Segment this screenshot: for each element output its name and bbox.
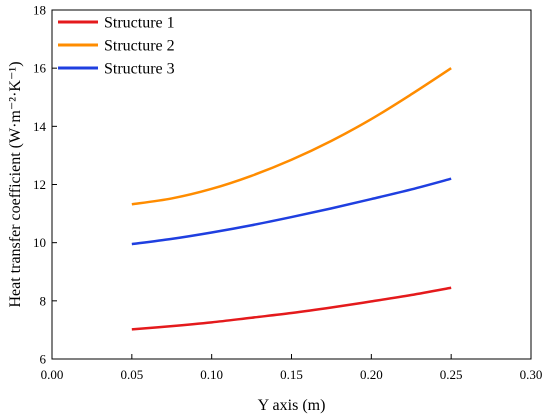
x-tick-label: 0.25 — [440, 367, 463, 382]
x-tick-label: 0.15 — [280, 367, 303, 382]
legend: Structure 1 Structure 2 Structure 3 — [58, 15, 175, 78]
y-tick-label: 6 — [40, 352, 47, 367]
series-line-structure-1 — [131, 286, 452, 331]
x-tick-label: 0.10 — [200, 367, 223, 382]
y-tick-label: 10 — [33, 235, 46, 250]
y-tick-label: 12 — [33, 177, 46, 192]
y-tick-label: 18 — [33, 3, 46, 18]
x-tick-label: 0.30 — [520, 367, 543, 382]
x-tick-label: 0.20 — [360, 367, 383, 382]
x-axis: 0.00 0.05 0.10 0.15 0.20 0.25 0.30 — [41, 354, 543, 382]
y-axis: 6 8 10 12 14 16 18 — [33, 3, 57, 367]
y-tick-label: 16 — [33, 61, 47, 76]
series-line-structure-3 — [131, 177, 452, 246]
y-tick-label: 14 — [33, 119, 47, 134]
series-lines — [131, 67, 452, 331]
legend-label: Structure 3 — [104, 61, 175, 78]
y-axis-title: Heat transfer coefficient (W·m⁻²·K⁻¹) — [7, 61, 24, 307]
series-line-structure-2 — [131, 67, 452, 206]
x-axis-title: Y axis (m) — [258, 397, 326, 414]
x-tick-label: 0.00 — [41, 367, 64, 382]
legend-label: Structure 1 — [104, 15, 175, 32]
x-tick-label: 0.05 — [120, 367, 143, 382]
legend-label: Structure 2 — [104, 38, 175, 55]
y-tick-label: 8 — [40, 293, 47, 308]
